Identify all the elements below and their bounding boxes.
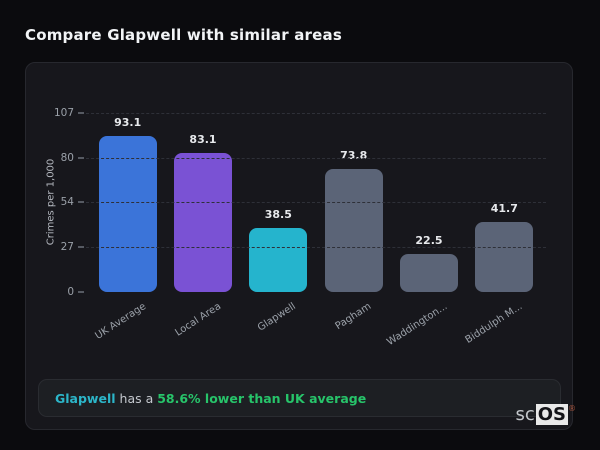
x-axis-label-local-area: Local Area — [173, 301, 223, 339]
bar-value-label-biddulph-m: 41.7 — [490, 202, 518, 216]
page-title: Compare Glapwell with similar areas — [25, 26, 342, 44]
bar-slot-local-area: 83.1 Local Area — [165, 113, 240, 339]
y-tick-label-54: 54 — [60, 195, 74, 208]
note-area-name: Glapwell — [55, 390, 116, 406]
logo-text-os: OS — [535, 404, 568, 425]
y-tick-mark — [78, 245, 84, 248]
bar-waddington[interactable] — [399, 254, 458, 292]
bar-slot-pagham: 73.8 Pagham — [316, 113, 391, 332]
x-axis-label-uk-average: UK Average — [92, 301, 148, 342]
logo-text-sc: sc — [515, 404, 535, 425]
y-tick-label-80: 80 — [60, 152, 74, 165]
x-axis-label-glapwell: Glapwell — [256, 301, 299, 334]
y-tick-label-107: 107 — [53, 107, 74, 119]
bar-pagham[interactable] — [324, 168, 383, 292]
chart-card: Crimes per 1,000 93.1 UK Average 83.1 Local… — [25, 62, 573, 430]
x-axis-label-waddington: Waddington... — [384, 301, 449, 349]
y-tick-mark — [78, 157, 84, 160]
bar-value-label-uk-average: 93.1 — [114, 116, 142, 130]
note-stat: 58.6% lower than UK average — [157, 390, 367, 406]
x-axis-label-biddulph-m: Biddulph M... — [463, 301, 525, 346]
gridline-27 — [86, 246, 546, 248]
registered-mark: ® — [568, 404, 576, 413]
y-tick-mark — [78, 112, 84, 114]
y-tick-mark — [78, 200, 84, 203]
gridline-80 — [86, 158, 546, 160]
bar-chart: 93.1 UK Average 83.1 Local Area 38.5 Glapwell… — [54, 107, 546, 348]
bar-slot-waddington: 22.5 Waddington... — [385, 113, 466, 348]
bar-local-area[interactable] — [173, 152, 232, 292]
y-axis-title: Crimes per 1,000 — [45, 158, 57, 246]
bar-biddulph-m[interactable] — [475, 222, 534, 292]
bar-slot-biddulph-m: 41.7 Biddulph M... — [463, 113, 542, 346]
bars-row: 93.1 UK Average 83.1 Local Area 38.5 Glapwell… — [90, 113, 542, 348]
y-tick-label-27: 27 — [60, 240, 74, 253]
bar-slot-glapwell: 38.5 Glapwell — [241, 113, 316, 334]
y-tick-label-0: 0 — [67, 286, 74, 298]
bar-value-label-waddington: 22.5 — [415, 234, 443, 248]
bar-value-label-glapwell: 38.5 — [264, 207, 292, 221]
scos-logo: sc OS ® — [515, 404, 576, 426]
comparison-note: Glapwell has a 58.6% lower than UK avera… — [38, 379, 561, 417]
x-axis-label-pagham: Pagham — [333, 301, 374, 333]
note-connector: has a — [115, 390, 158, 406]
bar-value-label-pagham: 73.8 — [340, 148, 368, 162]
gridline-107 — [86, 113, 546, 114]
y-tick-mark — [78, 291, 84, 293]
gridline-54 — [86, 201, 546, 203]
bar-value-label-local-area: 83.1 — [189, 132, 217, 146]
bar-slot-uk-average: 93.1 UK Average — [90, 113, 165, 342]
bar-uk-average[interactable] — [98, 136, 157, 292]
bar-glapwell[interactable] — [249, 227, 308, 292]
